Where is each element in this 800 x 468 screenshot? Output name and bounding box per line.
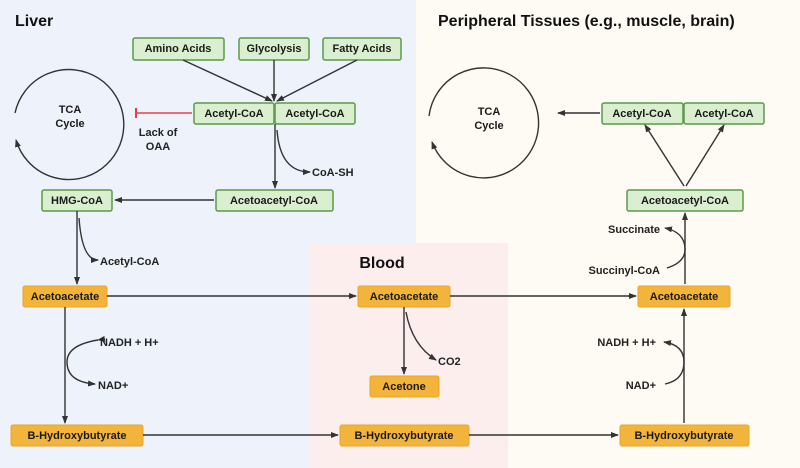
tca-label: TCA [478,106,501,118]
coa-sh-label: CoA-SH [312,167,354,179]
bhb-label: B-Hydroxybutyrate [354,430,453,442]
arrow [276,59,358,102]
co2-label: CO2 [438,356,461,368]
lack-of-oaa-label: Lack of [139,127,178,139]
hmg-coa-label: HMG-CoA [51,195,103,207]
acetyl-coa-box [683,102,765,125]
succinyl-coa-label: Succinyl-CoA [588,265,660,277]
arrow [664,226,686,269]
nadh-label: NADH + H+ [597,337,656,349]
peripheral-bhb-box [619,424,750,447]
nad-label: NAD+ [626,380,656,392]
peripheral-title: Peripheral Tissues (e.g., muscle, brain) [438,13,735,30]
amino-acids-label: Amino Acids [145,43,212,55]
liver-title: Liver [15,13,53,30]
arrow [685,124,725,187]
blood-title: Blood [359,255,404,272]
acetyl-coa-label: Acetyl-CoA [694,108,753,120]
amino-acids-box [132,37,225,61]
arrow [66,335,106,387]
tca-label: TCA [59,104,82,116]
bhb-label: B-Hydroxybutyrate [634,430,733,442]
acetyl-coa-byproduct-label: Acetyl-CoA [100,256,159,268]
acetyl-coa-box [193,102,275,125]
acetoacetyl-coa-box [215,189,334,212]
acetoacetyl-coa-label: Acetoacetyl-CoA [641,195,729,207]
arrow [276,129,311,175]
glycolysis-label: Glycolysis [246,43,301,55]
fatty-acids-box [322,37,402,61]
arrow [644,124,685,187]
fatty-acids-label: Fatty Acids [333,43,392,55]
acetyl-coa-box [274,102,356,125]
tca-label: Cycle [55,118,84,130]
arrow [663,340,685,385]
arrow [78,217,99,263]
nad-label: NAD+ [98,380,128,392]
tca-cycle-arrow-icon [14,68,125,181]
arrow [405,311,437,361]
acetone-label: Acetone [382,381,425,393]
acetoacetate-label: Acetoacetate [370,291,438,303]
acetyl-coa-label: Acetyl-CoA [204,108,263,120]
acetyl-coa-label: Acetyl-CoA [285,108,344,120]
acetoacetyl-coa-label: Acetoacetyl-CoA [230,195,318,207]
tca-cycle-arrow-icon [428,67,540,179]
peripheral-tca-cycle: TCA Cycle [428,67,540,179]
bhb-label: B-Hydroxybutyrate [27,430,126,442]
acetyl-coa-label: Acetyl-CoA [612,108,671,120]
arrow [182,59,273,102]
acetoacetate-label: Acetoacetate [31,291,99,303]
acetoacetyl-coa-box [626,189,744,212]
lack-of-oaa-label: OAA [146,141,171,153]
nadh-label: NADH + H+ [100,337,159,349]
acetoacetate-label: Acetoacetate [650,291,718,303]
tca-label: Cycle [474,120,503,132]
peripheral-acetoacetate-box [637,285,731,308]
acetyl-coa-box [601,102,684,125]
liver-tca-cycle: TCA Cycle [14,68,125,181]
succinate-label: Succinate [608,224,660,236]
acetone-box [369,375,440,398]
